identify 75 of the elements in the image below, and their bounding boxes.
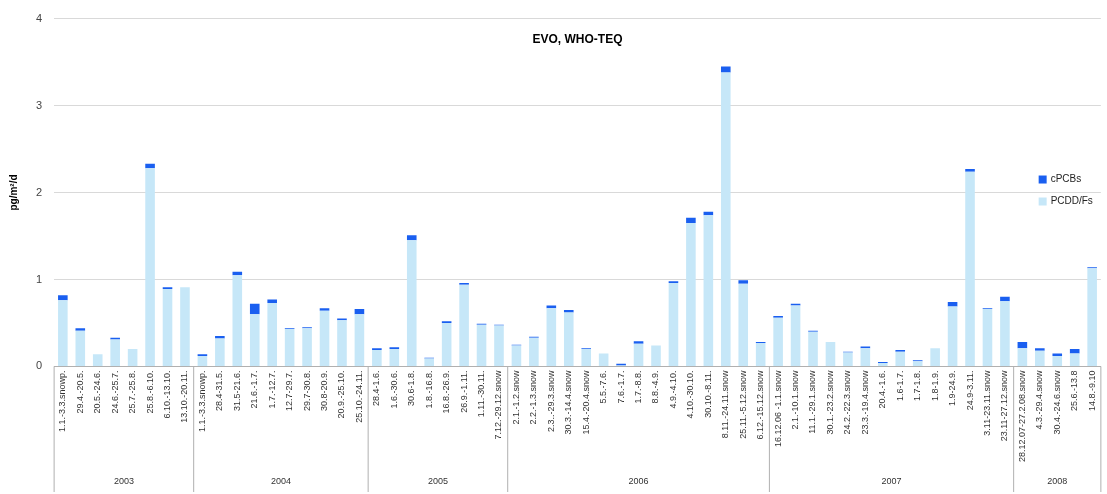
x-tick-label: 1.8-1.9. (929, 370, 940, 401)
y-tick-label: 0 (35, 359, 43, 372)
x-tick-label: 4.9.-4.10. (667, 370, 678, 409)
x-tick-label: 28.4-1.6. (371, 370, 382, 406)
x-tick-label: 30.3.-14.4.snow (563, 369, 574, 435)
x-tick-label: 21.6.-1.7. (249, 370, 260, 409)
x-tick-label: 6.10.-13.10. (162, 370, 172, 419)
x-tick-label: 1.11.-30.11. (476, 370, 487, 418)
legend-label: PCDD/Fs (1050, 195, 1093, 207)
text: EVO, WHO-TEQ (532, 31, 623, 46)
x-tick-label: 8.11.-24.11.snow (720, 369, 731, 439)
x-tick-label: 24.9-3.11. (964, 370, 975, 411)
x-tick-label: 1.8.-16.8. (423, 370, 434, 409)
x-tick-label: 1.7-1.8. (912, 370, 923, 401)
text: 2006 (628, 476, 649, 487)
x-tick-label: 12.7-29.7. (284, 370, 295, 411)
x-tick-label: 2.3..-29.3.snow (545, 369, 556, 432)
y-axis-title: pg/m²/d (7, 174, 19, 211)
x-tick-label: 31.5-21.6. (231, 370, 242, 411)
x-tick-label: 29.7-30.8. (301, 370, 312, 411)
x-tick-label: 24.2.-22.3.snow (842, 369, 853, 435)
y-tick-label: 4 (35, 11, 43, 24)
x-tick-label: 8.8.-4.9. (650, 370, 661, 404)
x-tick-label: 20.5.-24.6. (92, 370, 103, 414)
x-tick-label: 24.6.-25.7. (109, 370, 120, 414)
text: 2004 (270, 476, 291, 487)
text: 2005 (427, 476, 448, 487)
x-tick-label: 1.7.-12.7. (266, 370, 277, 409)
x-tick-label: 2.1.-10.1.snow (790, 369, 801, 430)
x-tick-label: 25.11.-5.12.snow (737, 369, 748, 439)
y-tick-label: 1 (35, 272, 43, 285)
legend-label: cPCBs (1050, 173, 1082, 185)
x-tick-label: 2.2.-1.3.snow (528, 369, 539, 425)
x-tick-label: 28.4-31.5. (214, 370, 225, 411)
x-tick-label: 4.10.-30.10. (685, 370, 696, 419)
x-tick-label: 30.6-1.8. (406, 370, 417, 406)
x-tick-label: 1.6.-30.6. (388, 370, 399, 409)
x-tick-label: 11.1.-29.1.snow (807, 369, 818, 434)
text: 2008 (1047, 476, 1068, 487)
x-tick-label: 25.8.-6.10. (144, 370, 155, 414)
x-tick-label: 25.6.-13.8 (1069, 370, 1080, 411)
x-tick-label: 2.1.-1.2.snow (510, 369, 521, 425)
x-tick-label: 7.6.-1.7. (615, 370, 626, 404)
x-tick-label: 5.5.-7.6. (598, 370, 609, 404)
x-tick-label: 20.4.-1.6. (877, 370, 888, 409)
x-tick-label: 14.8.-9.10 (1086, 370, 1097, 411)
x-tick-label: 29.4.-20.5. (74, 370, 85, 414)
x-tick-label: 1.1.-3.3.snowp. (196, 370, 207, 432)
y-tick-label: 2 (35, 185, 43, 198)
x-tick-label: 30.4.-24.6.snow (1051, 369, 1062, 435)
x-tick-label: 30.10.-8.11. (702, 370, 713, 418)
x-tick-label: 25.10.-24.11. (353, 370, 364, 423)
x-tick-label: 28.12.07-27.2.08.snow (1016, 369, 1027, 463)
y-tick-label: 3 (35, 98, 43, 111)
x-tick-label: 1.9-24.9. (947, 370, 958, 406)
x-tick-label: 1.6-1.7. (894, 370, 905, 401)
x-tick-label: 30.8-20.9. (319, 370, 330, 411)
x-tick-label: 30.1.-23.2.snow (824, 369, 835, 435)
x-tick-label: 23.11-27.12.snow (999, 369, 1010, 442)
text: 2007 (881, 476, 902, 487)
x-tick-label: 20.9.-25.10. (336, 370, 347, 419)
x-tick-label: 25.7.-25.8. (127, 370, 138, 414)
x-tick-label: 1.1.-3.3.snowp. (57, 370, 68, 432)
x-tick-label: 1.7.-8.8. (633, 370, 644, 404)
x-tick-label: 26.9.-1.11. (458, 370, 469, 413)
x-tick-label: 23.3.-19.4.snow (859, 369, 870, 435)
x-tick-label: 7.12.-29.12.snow (493, 369, 504, 440)
x-tick-label: 13.10.-20.11. (179, 370, 190, 423)
x-tick-label: 4.3.-29.4.snow (1034, 369, 1045, 430)
x-tick-label: 16.8.-26.9. (441, 370, 452, 414)
x-tick-label: 15.4.-20.4.snow (580, 369, 591, 435)
x-tick-label: 3.11-23.11.snow (981, 369, 992, 436)
text: 2003 (113, 476, 134, 487)
x-tick-label: 16.12.06 -1.1.snow (772, 369, 783, 447)
x-tick-label: 6.12.-15.12.snow (755, 369, 766, 440)
